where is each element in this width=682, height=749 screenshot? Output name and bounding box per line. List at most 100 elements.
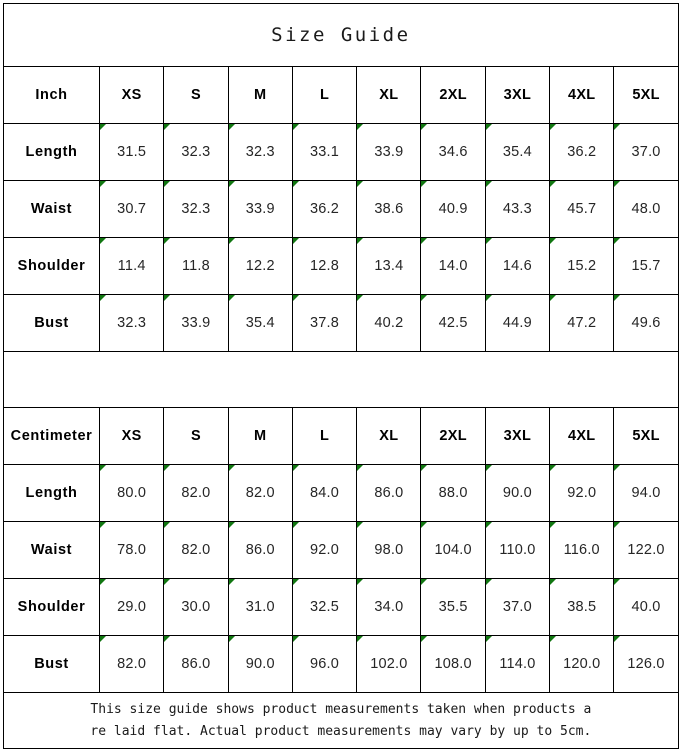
cell-inch-bust-l: 37.8 <box>291 294 358 352</box>
row-label-bust-inch: Bust <box>3 294 100 352</box>
row-label-shoulder-inch: Shoulder <box>3 237 100 295</box>
size-guide-panel: Size Guide Inch XS S M L XL 2XL 3XL 4XL … <box>3 3 679 749</box>
size-header-cm-s: S <box>163 407 229 465</box>
cell-inch-length-xl: 33.9 <box>356 123 422 181</box>
cell-cm-waist-5xl: 122.0 <box>613 521 679 579</box>
size-header-2xl: 2XL <box>420 66 486 124</box>
cell-cm-length-2xl: 88.0 <box>420 464 486 522</box>
size-header-cm-3xl: 3XL <box>484 407 551 465</box>
cell-cm-shoulder-xl: 34.0 <box>356 578 422 636</box>
cell-cm-waist-l: 92.0 <box>291 521 358 579</box>
cell-cm-shoulder-2xl: 35.5 <box>420 578 486 636</box>
table-row: Shoulder 29.0 30.0 31.0 32.5 34.0 35.5 3… <box>3 578 679 636</box>
cell-inch-bust-5xl: 49.6 <box>613 294 679 352</box>
cell-cm-waist-s: 82.0 <box>163 521 229 579</box>
table-row: Bust 32.3 33.9 35.4 37.8 40.2 42.5 44.9 … <box>3 294 679 352</box>
size-header-xs: XS <box>98 66 165 124</box>
table-separator-row <box>3 351 679 408</box>
size-header-cm-m: M <box>227 407 293 465</box>
cell-cm-shoulder-m: 31.0 <box>227 578 293 636</box>
cell-inch-bust-xl: 40.2 <box>356 294 422 352</box>
cell-cm-waist-xl: 98.0 <box>356 521 422 579</box>
cell-cm-waist-2xl: 104.0 <box>420 521 486 579</box>
size-header-cm-l: L <box>291 407 358 465</box>
cell-inch-length-3xl: 35.4 <box>484 123 551 181</box>
table-row: Length 31.5 32.3 32.3 33.1 33.9 34.6 35.… <box>3 123 679 181</box>
cell-inch-shoulder-3xl: 14.6 <box>484 237 551 295</box>
cell-inch-waist-m: 33.9 <box>227 180 293 238</box>
cell-cm-waist-4xl: 116.0 <box>549 521 615 579</box>
cell-cm-waist-xs: 78.0 <box>98 521 165 579</box>
cell-inch-bust-m: 35.4 <box>227 294 293 352</box>
size-header-cm-4xl: 4XL <box>549 407 615 465</box>
cell-cm-bust-l: 96.0 <box>291 635 358 693</box>
cell-inch-length-xs: 31.5 <box>98 123 165 181</box>
cell-cm-shoulder-3xl: 37.0 <box>484 578 551 636</box>
cell-inch-length-2xl: 34.6 <box>420 123 486 181</box>
unit-header-centimeter: Centimeter <box>3 407 100 465</box>
title-row: Size Guide <box>3 3 679 67</box>
cell-cm-length-5xl: 94.0 <box>613 464 679 522</box>
row-label-length-inch: Length <box>3 123 100 181</box>
row-label-shoulder-cm: Shoulder <box>3 578 100 636</box>
cell-cm-bust-xs: 82.0 <box>98 635 165 693</box>
table-row: Length 80.0 82.0 82.0 84.0 86.0 88.0 90.… <box>3 464 679 522</box>
cell-inch-bust-2xl: 42.5 <box>420 294 486 352</box>
cell-inch-waist-l: 36.2 <box>291 180 358 238</box>
table-row: Waist 78.0 82.0 86.0 92.0 98.0 104.0 110… <box>3 521 679 579</box>
cell-inch-shoulder-5xl: 15.7 <box>613 237 679 295</box>
size-header-4xl: 4XL <box>549 66 615 124</box>
cell-cm-waist-m: 86.0 <box>227 521 293 579</box>
row-label-waist-inch: Waist <box>3 180 100 238</box>
cell-inch-bust-4xl: 47.2 <box>549 294 615 352</box>
size-guide-body: Size Guide Inch XS S M L XL 2XL 3XL 4XL … <box>3 3 679 749</box>
cell-cm-bust-xl: 102.0 <box>356 635 422 693</box>
cell-cm-length-xl: 86.0 <box>356 464 422 522</box>
cell-cm-length-m: 82.0 <box>227 464 293 522</box>
cell-inch-shoulder-2xl: 14.0 <box>420 237 486 295</box>
cell-inch-length-s: 32.3 <box>163 123 229 181</box>
size-header-3xl: 3XL <box>484 66 551 124</box>
table-row: Shoulder 11.4 11.8 12.2 12.8 13.4 14.0 1… <box>3 237 679 295</box>
cell-cm-shoulder-xs: 29.0 <box>98 578 165 636</box>
cell-inch-shoulder-s: 11.8 <box>163 237 229 295</box>
cell-inch-waist-5xl: 48.0 <box>613 180 679 238</box>
size-header-cm-xs: XS <box>98 407 165 465</box>
cell-cm-length-s: 82.0 <box>163 464 229 522</box>
cell-inch-length-m: 32.3 <box>227 123 293 181</box>
cell-cm-bust-5xl: 126.0 <box>613 635 679 693</box>
cell-cm-bust-3xl: 114.0 <box>484 635 551 693</box>
cell-inch-waist-3xl: 43.3 <box>484 180 551 238</box>
cell-inch-waist-s: 32.3 <box>163 180 229 238</box>
cell-cm-bust-4xl: 120.0 <box>549 635 615 693</box>
size-header-5xl: 5XL <box>613 66 679 124</box>
cell-cm-shoulder-5xl: 40.0 <box>613 578 679 636</box>
cell-inch-shoulder-xl: 13.4 <box>356 237 422 295</box>
cell-inch-length-5xl: 37.0 <box>613 123 679 181</box>
row-label-bust-cm: Bust <box>3 635 100 693</box>
row-label-length-cm: Length <box>3 464 100 522</box>
cell-inch-waist-4xl: 45.7 <box>549 180 615 238</box>
row-label-waist-cm: Waist <box>3 521 100 579</box>
cell-cm-bust-s: 86.0 <box>163 635 229 693</box>
size-header-m: M <box>227 66 293 124</box>
size-header-cm-5xl: 5XL <box>613 407 679 465</box>
header-row-centimeter: Centimeter XS S M L XL 2XL 3XL 4XL 5XL <box>3 407 679 465</box>
cell-cm-shoulder-4xl: 38.5 <box>549 578 615 636</box>
size-header-cm-xl: XL <box>356 407 422 465</box>
cell-inch-bust-s: 33.9 <box>163 294 229 352</box>
cell-inch-waist-xl: 38.6 <box>356 180 422 238</box>
cell-inch-waist-xs: 30.7 <box>98 180 165 238</box>
cell-inch-waist-2xl: 40.9 <box>420 180 486 238</box>
cell-cm-bust-2xl: 108.0 <box>420 635 486 693</box>
cell-inch-shoulder-xs: 11.4 <box>98 237 165 295</box>
size-header-cm-2xl: 2XL <box>420 407 486 465</box>
page-title: Size Guide <box>3 3 679 67</box>
cell-cm-length-3xl: 90.0 <box>484 464 551 522</box>
footer-note: This size guide shows product measuremen… <box>3 692 679 749</box>
size-header-s: S <box>163 66 229 124</box>
size-header-l: L <box>291 66 358 124</box>
cell-inch-shoulder-l: 12.8 <box>291 237 358 295</box>
header-row-inch: Inch XS S M L XL 2XL 3XL 4XL 5XL <box>3 66 679 124</box>
cell-cm-bust-m: 90.0 <box>227 635 293 693</box>
